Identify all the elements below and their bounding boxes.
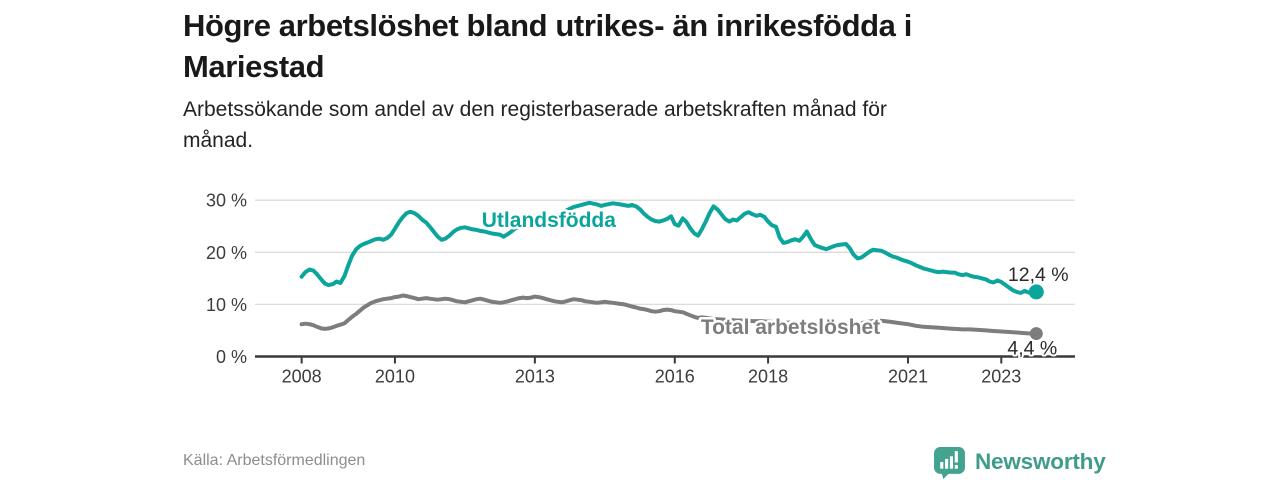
end-dot-utlandsf-dda: [1028, 284, 1044, 300]
x-tick-label-2016: 2016: [655, 367, 695, 387]
series-line-utlandsf-dda: [299, 200, 1039, 296]
y-tick-label-20: 20 %: [206, 243, 247, 263]
title-line-1: Högre arbetslöshet bland utrikes- än inr…: [183, 8, 912, 43]
brand-wordmark: Newsworthy: [975, 449, 1106, 474]
x-tick-label-2013: 2013: [515, 367, 555, 387]
unemployment-line-chart: 2008 2010 2013 2016 2018 2021 2023 0 % 10 % 20 % 3…: [180, 183, 1090, 398]
subtitle-line-2: månad.: [183, 129, 254, 152]
x-tick-label-2010: 2010: [375, 367, 415, 387]
end-dot-total-arbetsl-shet: [1029, 327, 1043, 341]
x-tick-label-2021: 2021: [888, 367, 928, 387]
newsworthy-branding: Newsworthy: [933, 445, 1106, 479]
end-value-label-utlandsf-dda: 12,4 %: [1008, 264, 1069, 286]
subtitle-line-1: Arbetssökande som andel av den registerb…: [183, 98, 887, 121]
chart-svg: 2008 2010 2013 2016 2018 2021 2023 0 % 10 % 20 % 3…: [206, 191, 1075, 387]
source-note: Källa: Arbetsförmedlingen: [183, 452, 366, 469]
chart-subtitle: Arbetssökande som andel av den registerb…: [183, 94, 1113, 156]
series-line-total-arbetsl-shet: [299, 293, 1039, 336]
end-value-label-total-arbetsl-shet: 4,4 %: [1007, 338, 1057, 360]
bar-chart-speech-bubble-icon: [934, 446, 965, 479]
y-tick-label-10: 10 %: [206, 295, 247, 315]
x-tick-label-2023: 2023: [981, 367, 1021, 387]
series-label-total-arbetsl-shet: Total arbetslöshet: [701, 316, 880, 339]
x-tick-label-2008: 2008: [282, 367, 322, 387]
title-line-2: Mariestad: [183, 49, 325, 84]
x-tick-label-2018: 2018: [748, 367, 788, 387]
y-tick-label-30: 30 %: [206, 191, 247, 211]
page-title: Högre arbetslöshet bland utrikes- än inr…: [183, 5, 1103, 87]
series-label-utlandsf-dda: Utlandsfödda: [482, 209, 616, 232]
y-tick-label-0: 0 %: [216, 347, 247, 367]
